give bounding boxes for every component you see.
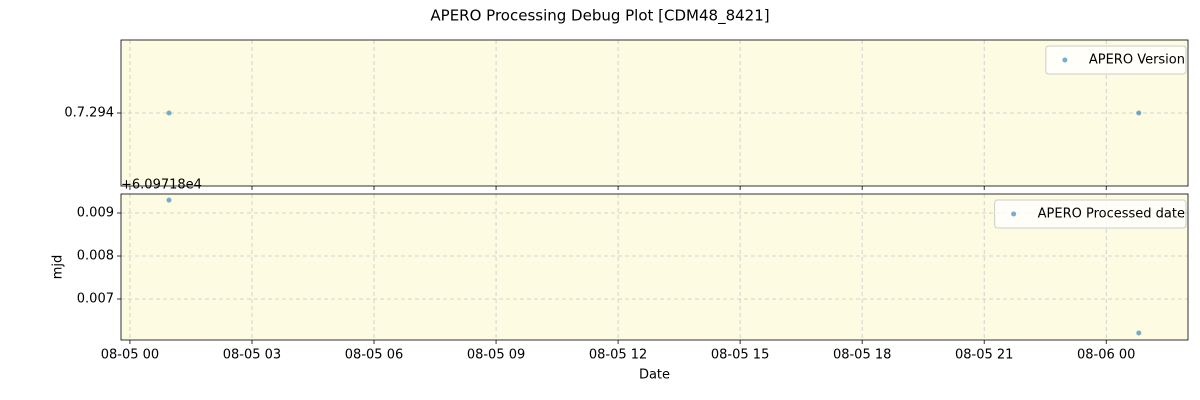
- legend-label: APERO Version: [1089, 53, 1185, 68]
- x-tick-label: 08-05 18: [833, 348, 891, 363]
- legend-box: [1045, 45, 1187, 75]
- x-tick-label: 08-05 00: [101, 348, 159, 363]
- x-tick-label: 08-05 21: [955, 348, 1013, 363]
- y-tick-label: 0.009: [77, 206, 114, 221]
- axes-frame: [120, 39, 1189, 187]
- axes-frame: [120, 193, 1189, 341]
- x-axis-label: Date: [639, 368, 670, 383]
- data-point: [166, 197, 172, 203]
- figure-title: APERO Processing Debug Plot [CDM48_8421]: [430, 7, 769, 26]
- legend-marker: [1011, 211, 1017, 217]
- legend-box: [994, 199, 1187, 229]
- legend-marker: [1062, 57, 1068, 63]
- y-tick-label: 0.7.294: [64, 106, 114, 121]
- y-tick-label: 0.007: [77, 292, 114, 307]
- data-point: [166, 110, 172, 116]
- y-axis-label: mjd: [51, 255, 66, 280]
- x-tick-label: 08-05 09: [467, 348, 525, 363]
- x-tick-label: 08-05 06: [345, 348, 403, 363]
- legend: APERO Version: [1045, 45, 1187, 75]
- offset-label: +6.09718e4: [121, 178, 202, 193]
- x-tick-label: 08-05 12: [589, 348, 647, 363]
- y-tick-label: 0.008: [77, 249, 114, 264]
- data-point: [1136, 110, 1142, 116]
- x-tick-label: 08-05 03: [223, 348, 281, 363]
- x-tick-label: 08-06 00: [1077, 348, 1135, 363]
- legend-label: APERO Processed date: [1038, 207, 1185, 222]
- x-tick-label: 08-05 15: [711, 348, 769, 363]
- legend: APERO Processed date: [994, 199, 1187, 229]
- data-point: [1136, 330, 1142, 336]
